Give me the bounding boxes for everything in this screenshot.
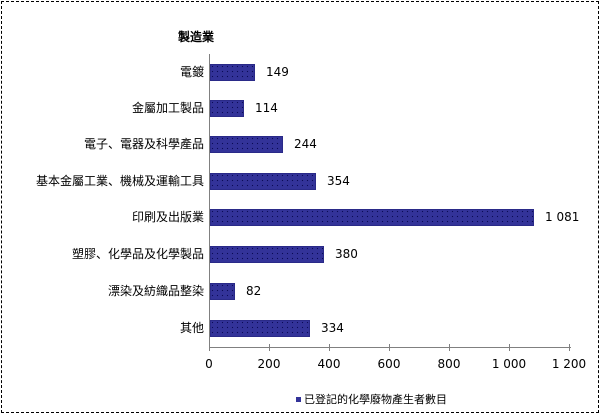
value-label: 149	[266, 65, 289, 79]
bar	[210, 320, 310, 337]
bar	[210, 209, 534, 226]
category-label: 漂染及紡織品整染	[107, 284, 204, 298]
y-axis	[209, 54, 210, 347]
value-label: 334	[321, 321, 344, 335]
bar	[210, 64, 255, 81]
x-tick	[389, 344, 390, 351]
x-tick-label: 0	[205, 357, 213, 371]
category-label: 塑膠、化學品及化學製品	[71, 247, 204, 261]
x-axis	[209, 347, 571, 348]
x-tick-label: 200	[257, 357, 281, 371]
x-tick-label: 600	[377, 357, 401, 371]
value-label: 82	[246, 284, 262, 298]
bar	[210, 173, 316, 190]
x-tick-label: 1 200	[551, 357, 587, 371]
value-label: 1 081	[545, 210, 580, 224]
value-label: 244	[294, 137, 317, 151]
x-tick-label: 400	[317, 357, 341, 371]
category-label: 電鍍	[179, 65, 204, 79]
bar	[210, 283, 235, 300]
x-tick-label: 800	[437, 357, 461, 371]
legend: 已登記的化學廢物產生者數目	[296, 391, 447, 407]
value-label: 380	[335, 247, 358, 261]
category-label: 電子、電器及科學產品	[83, 137, 204, 151]
x-tick	[269, 344, 270, 351]
category-label: 金屬加工製品	[131, 101, 204, 115]
x-tick	[509, 344, 510, 351]
value-label: 354	[327, 174, 350, 188]
bar	[210, 136, 283, 153]
x-tick	[569, 344, 570, 351]
bar	[210, 100, 244, 117]
x-tick-label: 1 000	[491, 357, 527, 371]
legend-swatch-icon	[296, 396, 301, 402]
x-tick	[449, 344, 450, 351]
category-label: 印刷及出版業	[131, 210, 204, 224]
bar	[210, 246, 324, 263]
x-tick	[209, 344, 210, 351]
category-label: 基本金屬工業、機械及運輸工具	[35, 174, 204, 188]
value-label: 114	[255, 101, 278, 115]
x-tick	[329, 344, 330, 351]
chart-title: 製造業	[178, 30, 215, 44]
legend-label: 已登記的化學廢物產生者數目	[304, 393, 447, 406]
category-label: 其他	[179, 321, 204, 335]
